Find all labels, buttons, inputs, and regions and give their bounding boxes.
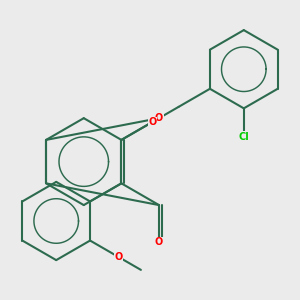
Text: O: O [148,117,156,127]
Text: Cl: Cl [238,132,249,142]
Text: O: O [155,237,163,247]
Text: O: O [155,113,163,123]
Text: O: O [114,252,122,262]
